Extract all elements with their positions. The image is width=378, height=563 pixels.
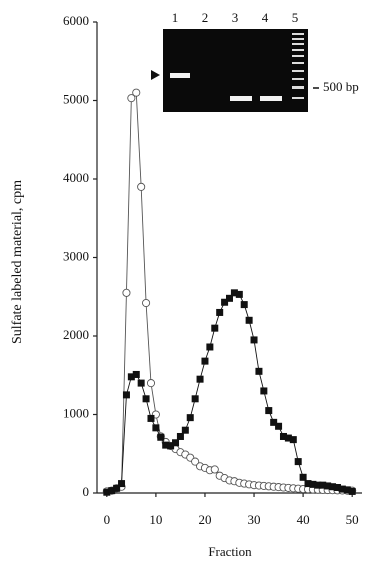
data-point: [133, 371, 140, 378]
data-point: [118, 480, 125, 487]
gel-inset: 500 bp: [151, 29, 359, 112]
data-point: [172, 439, 179, 446]
data-point: [138, 183, 145, 190]
y-tick-label: 6000: [63, 13, 89, 28]
data-point: [123, 289, 130, 296]
size-label: 500 bp: [323, 79, 359, 94]
lane-label: 4: [262, 10, 269, 25]
data-point: [147, 415, 154, 422]
gel-band: [260, 96, 282, 101]
y-tick-label: 0: [83, 484, 90, 499]
x-axis-label: Fraction: [208, 544, 252, 559]
y-tick-label: 3000: [63, 248, 89, 263]
data-point: [211, 325, 218, 332]
data-point: [201, 358, 208, 365]
data-point: [123, 391, 130, 398]
data-point: [241, 301, 248, 308]
data-point: [260, 387, 267, 394]
data-point: [216, 309, 223, 316]
lane-label: 2: [202, 10, 209, 25]
data-point: [236, 291, 243, 298]
data-point: [197, 376, 204, 383]
series-line: [107, 93, 352, 492]
arrow-marker: [151, 70, 160, 80]
y-axis-label: Sulfate labeled material, cpm: [10, 180, 25, 344]
x-tick-label: 50: [346, 512, 359, 527]
data-point: [157, 434, 164, 441]
y-tick-label: 1000: [63, 405, 89, 420]
data-point: [177, 433, 184, 440]
data-point: [246, 317, 253, 324]
data-point: [138, 380, 145, 387]
x-tick-label: 0: [104, 512, 111, 527]
data-point: [300, 474, 307, 481]
data-point: [152, 424, 159, 431]
data-point: [147, 380, 154, 387]
data-point: [143, 395, 150, 402]
y-tick-label: 5000: [63, 91, 89, 106]
lane-label: 1: [172, 10, 179, 25]
data-point: [290, 436, 297, 443]
data-point: [206, 343, 213, 350]
data-point: [295, 458, 302, 465]
data-point: [133, 89, 140, 96]
series-line: [107, 293, 352, 492]
data-point: [182, 427, 189, 434]
data-point: [251, 336, 258, 343]
data-point: [275, 423, 282, 430]
x-tick-label: 10: [149, 512, 162, 527]
gel-band: [230, 96, 252, 101]
data-point: [265, 407, 272, 414]
x-tick-label: 40: [297, 512, 310, 527]
lane-label: 5: [292, 10, 299, 25]
data-point: [187, 414, 194, 421]
data-point: [192, 395, 199, 402]
gel-band: [170, 73, 190, 78]
data-point: [211, 466, 218, 473]
page: {"chart_data": {"type": "line", "x_label…: [0, 0, 378, 563]
data-point: [142, 299, 149, 306]
chart: Fraction Sulfate labeled material, cpm 5…: [0, 0, 378, 563]
x-tick-label: 30: [248, 512, 261, 527]
data-point: [255, 368, 262, 375]
y-tick-label: 4000: [63, 170, 89, 185]
y-tick-label: 2000: [63, 327, 89, 342]
x-tick-label: 20: [198, 512, 211, 527]
data-point: [349, 488, 356, 495]
lane-label: 3: [232, 10, 239, 25]
